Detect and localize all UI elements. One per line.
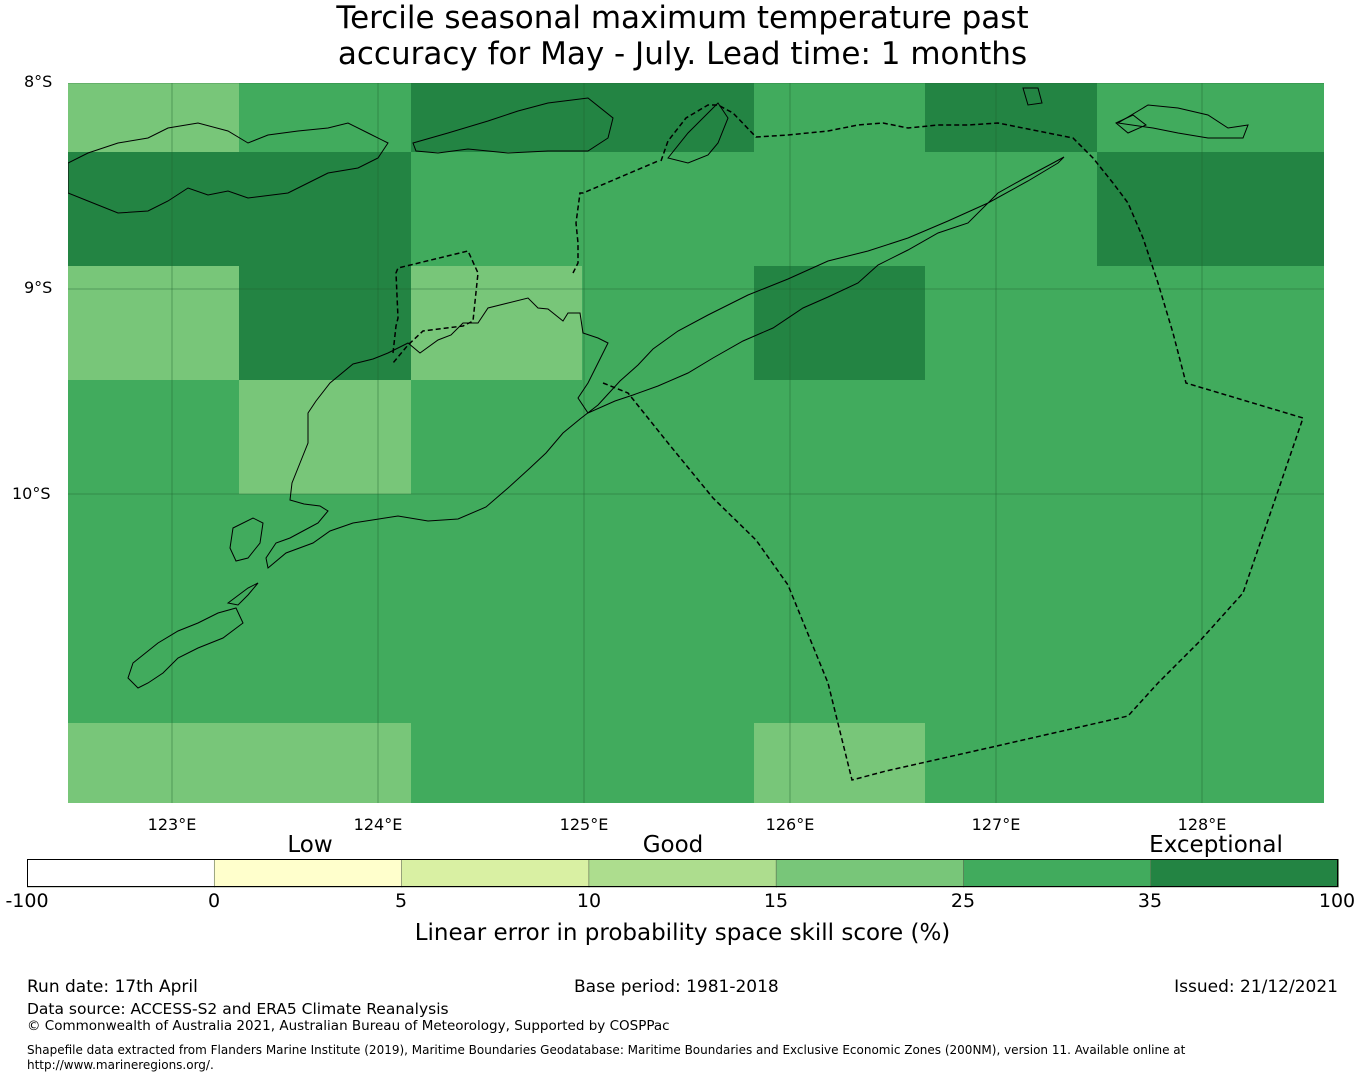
grid-cell-r5-c2 xyxy=(411,608,582,723)
base-period: Base period: 1981-2018 xyxy=(574,977,779,997)
grid-cell-r3-c0 xyxy=(68,380,239,494)
grid-cells xyxy=(68,83,1324,803)
lon-label-124e: 124°E xyxy=(354,815,403,834)
grid-cell-r4-c2 xyxy=(411,494,582,608)
colorbar-tick-10: 10 xyxy=(577,890,601,912)
grid-cell-r1-c5 xyxy=(925,152,1097,266)
colorbar-segment-6 xyxy=(1151,859,1339,887)
colorbar-tick-5: 5 xyxy=(395,890,407,912)
grid-cell-r4-c6 xyxy=(1097,494,1324,608)
lat-label-9s: 9°S xyxy=(24,278,52,297)
grid-cell-r1-c4 xyxy=(754,152,925,266)
grid-cell-r2-c2 xyxy=(411,266,582,380)
grid-cell-r6-c2 xyxy=(411,723,582,803)
lat-label-8s: 8°S xyxy=(24,72,52,91)
category-label-low: Low xyxy=(287,832,332,858)
grid-cell-r5-c4 xyxy=(754,608,925,723)
colorbar-segment-1 xyxy=(214,859,402,887)
grid-cell-r0-c6 xyxy=(1097,83,1324,152)
grid-cell-r2-c6 xyxy=(1097,266,1324,380)
grid-cell-r3-c6 xyxy=(1097,380,1324,494)
grid-cell-r5-c0 xyxy=(68,608,239,723)
grid-cell-r6-c0 xyxy=(68,723,239,803)
colorbar-segment-5 xyxy=(963,859,1151,887)
grid-cell-r5-c1 xyxy=(239,608,411,723)
issued-date: Issued: 21/12/2021 xyxy=(1174,977,1338,997)
chart-title-line-2: accuracy for May - July. Lead time: 1 mo… xyxy=(0,36,1365,72)
grid-cell-r3-c5 xyxy=(925,380,1097,494)
grid-cell-r6-c4 xyxy=(754,723,925,803)
shapefile-credit-line-2: http://www.marineregions.org/. xyxy=(27,1058,214,1073)
grid-cell-r1-c1 xyxy=(239,152,411,266)
lat-label-10s: 10°S xyxy=(12,484,51,503)
grid-cell-r2-c0 xyxy=(68,266,239,380)
grid-cell-r4-c1 xyxy=(239,494,411,608)
grid-cell-r1-c3 xyxy=(582,152,754,266)
colorbar-tick-100: 100 xyxy=(1319,890,1355,912)
grid-cell-r0-c2 xyxy=(411,83,582,152)
grid-cell-r2-c3 xyxy=(582,266,754,380)
copyright: © Commonwealth of Australia 2021, Austra… xyxy=(27,1018,670,1034)
colorbar-tick-35: 35 xyxy=(1138,890,1162,912)
grid-cell-r3-c4 xyxy=(754,380,925,494)
colorbar-segment-4 xyxy=(776,859,964,887)
grid-cell-r5-c6 xyxy=(1097,608,1324,723)
shapefile-credit-line-1: Shapefile data extracted from Flanders M… xyxy=(27,1043,1185,1058)
colorbar-tick-neg100: -100 xyxy=(5,890,48,912)
grid-cell-r2-c1 xyxy=(239,266,411,380)
run-date: Run date: 17th April xyxy=(27,977,198,997)
grid-cell-r4-c3 xyxy=(582,494,754,608)
skill-score-map xyxy=(68,83,1324,803)
grid-cell-r5-c5 xyxy=(925,608,1097,723)
grid-cell-r2-c5 xyxy=(925,266,1097,380)
colorbar-segment-0 xyxy=(27,859,215,887)
grid-cell-r3-c2 xyxy=(411,380,582,494)
grid-cell-r1-c0 xyxy=(68,152,239,266)
colorbar-tick-25: 25 xyxy=(951,890,975,912)
lon-label-126e: 126°E xyxy=(766,815,815,834)
lon-label-123e: 123°E xyxy=(148,815,197,834)
grid-cell-r5-c3 xyxy=(582,608,754,723)
grid-cell-r3-c3 xyxy=(582,380,754,494)
grid-cell-r4-c4 xyxy=(754,494,925,608)
grid-cell-r0-c4 xyxy=(754,83,925,152)
grid-cell-r6-c3 xyxy=(582,723,754,803)
colorbar-segment-2 xyxy=(402,859,590,887)
grid-cell-r6-c1 xyxy=(239,723,411,803)
grid-cell-r4-c5 xyxy=(925,494,1097,608)
grid-cell-r0-c5 xyxy=(925,83,1097,152)
lon-label-127e: 127°E xyxy=(972,815,1021,834)
grid-cell-r3-c1 xyxy=(239,380,411,494)
grid-cell-r1-c2 xyxy=(411,152,582,266)
grid-cell-r4-c0 xyxy=(68,494,239,608)
colorbar-tick-0: 0 xyxy=(208,890,220,912)
grid-cell-r0-c0 xyxy=(68,83,239,152)
grid-cell-r6-c5 xyxy=(925,723,1097,803)
category-label-exceptional: Exceptional xyxy=(1149,832,1283,858)
grid-cell-r6-c6 xyxy=(1097,723,1324,803)
colorbar-label: Linear error in probability space skill … xyxy=(0,920,1365,946)
colorbar-segment-3 xyxy=(589,859,777,887)
lon-label-125e: 125°E xyxy=(560,815,609,834)
colorbar xyxy=(27,859,1339,888)
chart-title-line-1: Tercile seasonal maximum temperature pas… xyxy=(0,0,1365,36)
data-source: Data source: ACCESS-S2 and ERA5 Climate … xyxy=(27,1000,449,1018)
category-label-good: Good xyxy=(643,832,704,858)
colorbar-tick-15: 15 xyxy=(764,890,788,912)
